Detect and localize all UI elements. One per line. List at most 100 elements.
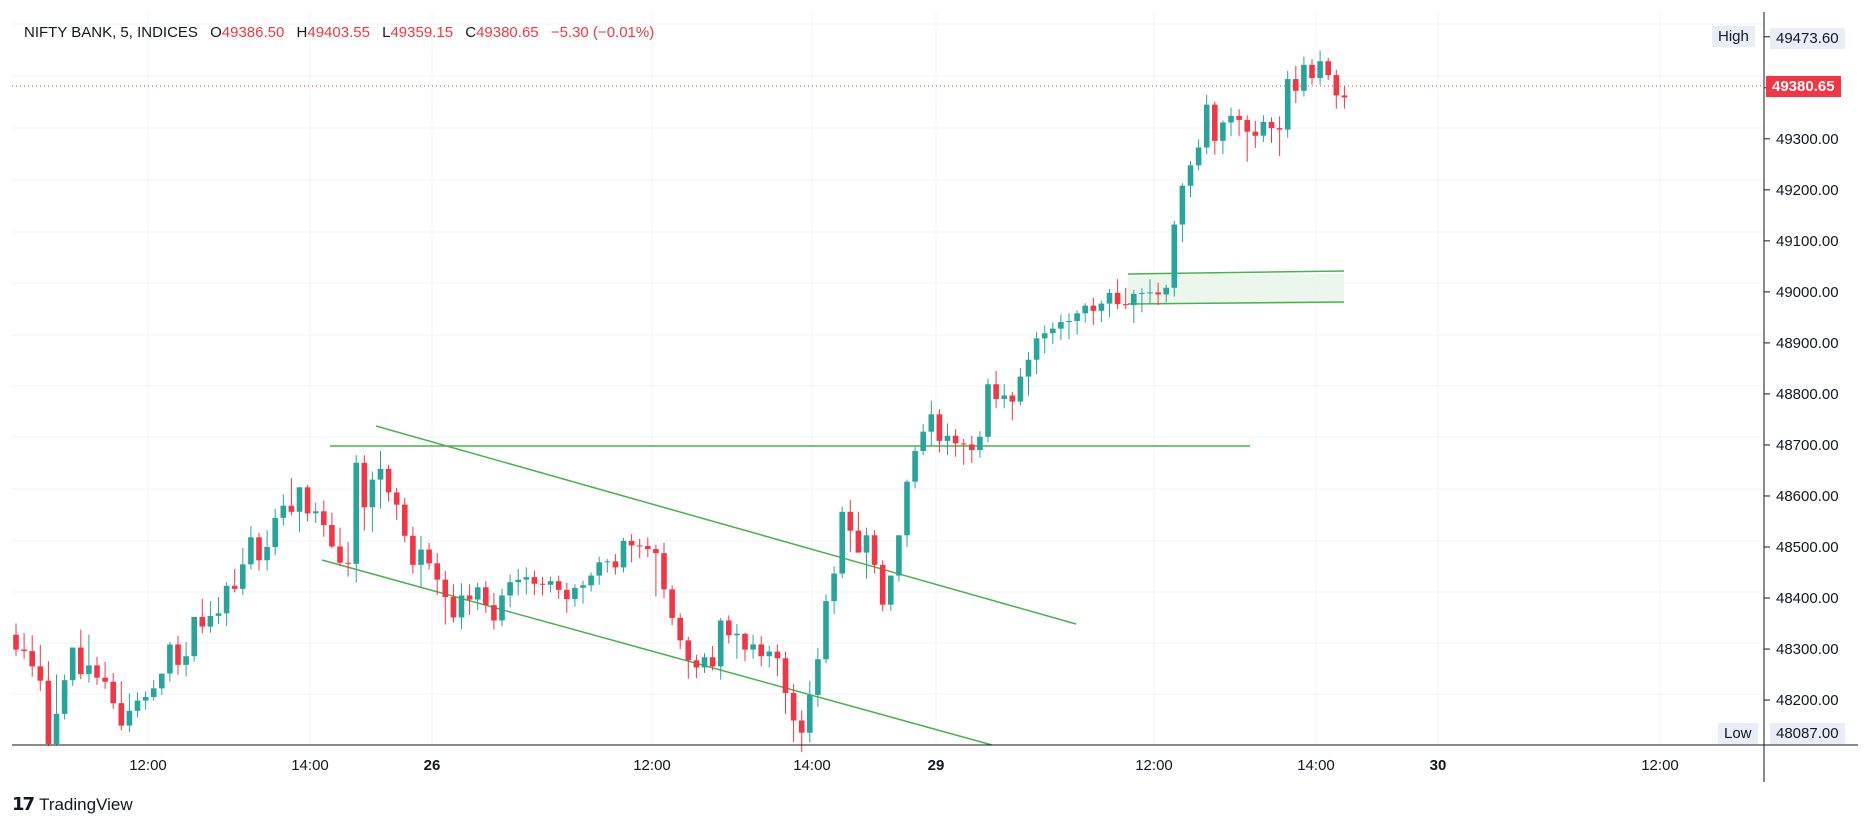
candle [1284,70,1291,138]
candle-body [199,616,206,627]
price-scale-panel[interactable] [1764,12,1858,744]
candle-body [531,577,538,584]
candle [555,575,562,600]
candle-body [483,587,489,606]
candle [1341,86,1348,109]
tradingview-branding[interactable]: 𝟭𝟳 TradingView [12,794,133,815]
candle-body [1122,304,1129,306]
candle [61,674,68,720]
candle [142,691,149,710]
candle-body [402,504,408,536]
candle-body [53,713,60,744]
candle-body [1333,75,1340,96]
candle [1131,289,1137,324]
candle-body [580,585,586,588]
candle [645,537,651,558]
candle-body [993,384,999,400]
candle-body [1114,292,1121,305]
candle-body [977,436,983,451]
candle [863,527,870,579]
candle [855,511,862,553]
candle-body [920,431,926,452]
candle [960,438,967,465]
candle-body [790,692,797,721]
candle [21,633,27,659]
candle [539,577,546,596]
candle [604,558,611,573]
candle [790,684,797,742]
candle-body [547,581,554,585]
candle [685,636,692,679]
candle-body [1106,292,1113,304]
candle-body [1139,292,1145,294]
candle [1301,56,1307,97]
candle-body [369,479,376,508]
candle [1276,116,1283,157]
candle [871,530,878,574]
time-axis-labels[interactable]: 12:00 14:00 26 12:00 14:00 29 12:00 14:00 30 12:0… [129,757,1679,774]
candle-body [1195,147,1202,166]
candle-body [564,589,570,600]
candle-body [418,549,424,565]
candle-body [337,546,343,563]
price-tick-label: 48200.00 [1776,692,1839,709]
candle [831,566,837,614]
open-value: 49386.50 [221,24,285,41]
candle-body [1284,79,1291,130]
candle [1139,288,1145,313]
candle [636,538,643,559]
candle-body [377,468,384,480]
candle-body [693,660,700,668]
candle-body [45,680,52,744]
candle-body [13,634,19,650]
candle [734,624,740,659]
candle [782,651,789,714]
candle [1001,384,1007,409]
consolidation-zone [1128,274,1344,304]
candle-body [863,535,870,553]
candle-body [612,561,619,568]
candle-body [1155,292,1161,295]
candle [507,574,513,608]
candle [69,647,76,686]
candle [620,537,627,573]
ohlc-legend: NIFTY BANK, 5, INDICES O49386.50 H49403.… [24,24,654,41]
time-tick-label: 14:00 [1297,757,1335,774]
candle-body [539,583,546,585]
candle-body [385,468,392,493]
candle [393,487,400,520]
candle-body [1090,305,1097,311]
candle [272,508,278,556]
change-value: −5.30 (−0.01%) [550,24,655,41]
candle-body [167,644,173,674]
candle-body [572,587,578,600]
candle [1147,279,1153,304]
candle [1179,183,1186,243]
low-label: L [382,24,391,41]
candle-body [94,665,100,678]
candle-body [555,581,562,590]
candle-body [1050,328,1056,334]
candle [1098,300,1105,322]
candle-body [61,680,68,714]
candle-body [110,681,116,704]
candle [110,673,116,709]
candle-body [685,640,692,661]
time-tick-label: 30 [1430,757,1447,774]
candle [912,446,918,489]
low-tag-label: Low [1718,723,1758,744]
candle-body [815,659,821,695]
low-value: 49359.15 [390,24,454,41]
last-price-tag: 49380.65 [1766,76,1841,97]
candle [1293,65,1299,104]
candle [815,648,821,707]
price-tick-label: 48300.00 [1776,641,1839,658]
candle [1041,325,1048,354]
candle [86,634,92,683]
candle [888,575,894,611]
candle-body [142,697,149,701]
candle [993,370,999,409]
candle [709,645,716,671]
candle [807,680,813,743]
